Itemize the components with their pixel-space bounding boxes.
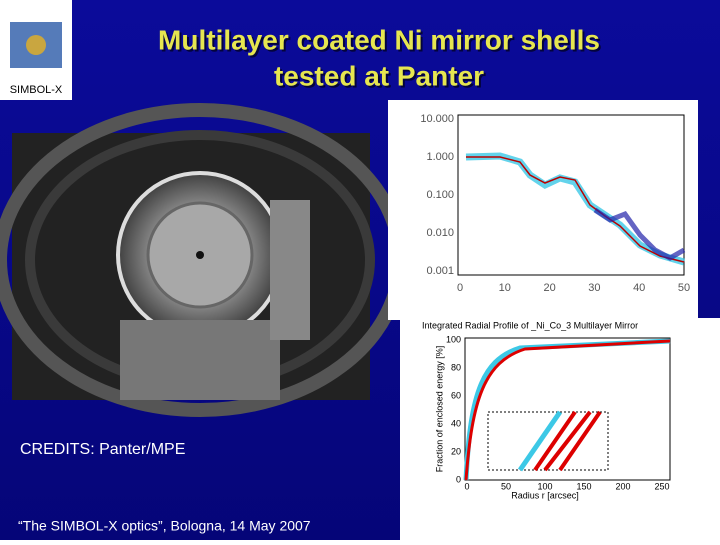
photo: [0, 103, 407, 417]
bottom-plot-curve: [464, 339, 671, 481]
top-plot-frame: [457, 114, 685, 276]
photo-stand: [270, 200, 310, 340]
bottom-plot-inset: [487, 411, 609, 471]
y-tick-label: 0.010: [426, 227, 454, 239]
y-tick-label: 0.100: [426, 189, 454, 201]
x-tick-label: 0: [457, 282, 463, 294]
bottom-plot-y-label: Fraction of enclosed energy [%]: [434, 346, 444, 473]
logo-label: SIMBOL-X: [10, 84, 63, 96]
credits: CREDITS: Panter/MPE: [20, 441, 185, 458]
x-tick-label: 50: [678, 282, 690, 294]
footer: “The SIMBOL-X optics”, Bologna, 14 May 2…: [18, 518, 311, 534]
x-tick-label: 0: [464, 481, 469, 491]
title: Multilayer coated Ni mirror shells Multi…: [158, 24, 602, 93]
x-tick-label: 150: [576, 481, 591, 491]
y-tick-label: 20: [451, 446, 461, 456]
bottom-plot-x-label: Radius r [arcsec]: [511, 490, 579, 500]
bottom-plot-frame: [464, 337, 671, 481]
y-tick-label: 0.001: [426, 265, 454, 277]
x-tick-label: 50: [501, 481, 511, 491]
x-tick-label: 30: [588, 282, 600, 294]
photo-stand: [120, 320, 280, 400]
y-tick-label: 100: [446, 334, 461, 344]
y-tick-label: 80: [451, 362, 461, 372]
x-tick-label: 200: [615, 481, 630, 491]
x-tick-label: 20: [543, 282, 555, 294]
title-shadow: Multilayer coated Ni mirror shells: [160, 26, 602, 57]
title-line: Multilayer coated Ni mirror shells: [158, 24, 600, 55]
bottom-plot-inset-curve: [533, 410, 602, 472]
x-tick-label: 250: [654, 481, 669, 491]
title-line: tested at Panter: [274, 60, 484, 91]
bottom-plot-title: Integrated Radial Profile of _Ni_Co_3 Mu…: [422, 320, 638, 330]
photo-hub: [196, 251, 204, 259]
logo-icon: [26, 35, 46, 55]
title-shadow: tested at Panter: [276, 62, 486, 93]
x-tick-label: 40: [633, 282, 645, 294]
x-tick-label: 100: [537, 481, 552, 491]
y-tick-label: 0: [456, 474, 461, 484]
top-plot-curve: [466, 156, 685, 263]
y-tick-label: 60: [451, 390, 461, 400]
y-tick-label: 40: [451, 418, 461, 428]
y-tick-label: 10.000: [420, 113, 454, 125]
top-plot: [388, 100, 698, 320]
bottom-plot-inset-curve: [517, 410, 563, 472]
top-plot-curve: [593, 207, 686, 261]
x-tick-label: 10: [499, 282, 511, 294]
y-tick-label: 1.000: [426, 151, 454, 163]
